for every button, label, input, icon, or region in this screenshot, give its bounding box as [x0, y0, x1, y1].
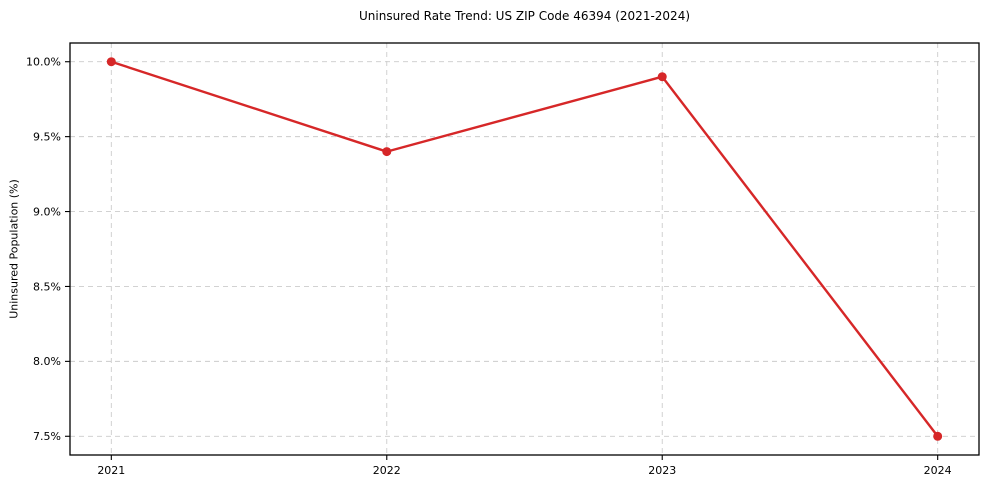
x-tick-label: 2021	[97, 464, 125, 477]
y-tick-label: 7.5%	[33, 430, 61, 443]
x-tick-label: 2023	[648, 464, 676, 477]
y-tick-label: 9.5%	[33, 130, 61, 143]
plot-border	[69, 42, 980, 456]
chart-title: Uninsured Rate Trend: US ZIP Code 46394 …	[358, 9, 691, 23]
data-point	[657, 72, 667, 82]
x-tick-label: 2022	[373, 464, 401, 477]
y-tick-label: 9.0%	[33, 205, 61, 218]
data-point	[106, 57, 116, 67]
trend-line	[110, 60, 939, 438]
data-point	[382, 147, 392, 157]
y-tick-label: 10.0%	[26, 56, 61, 69]
y-tick-label: 8.0%	[33, 355, 61, 368]
x-tick-label: 2024	[924, 464, 952, 477]
y-tick-label: 8.5%	[33, 280, 61, 293]
data-point	[933, 431, 943, 441]
